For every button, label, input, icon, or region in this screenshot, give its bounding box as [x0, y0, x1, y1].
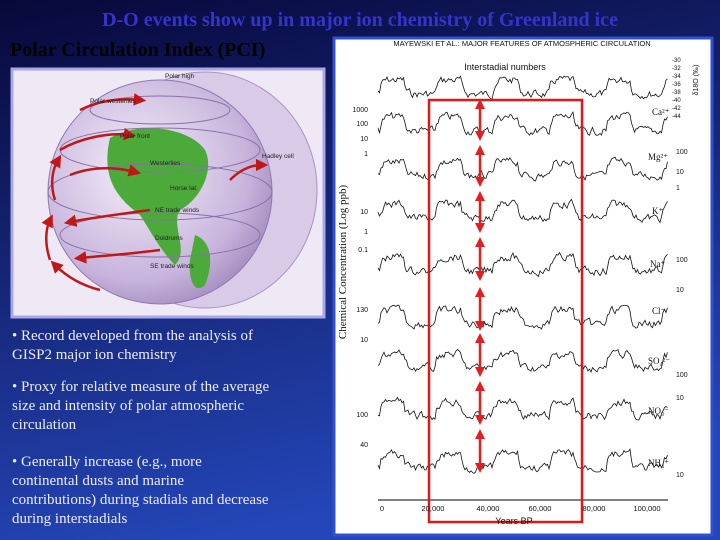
ion-label: SO₄²⁻	[648, 356, 670, 366]
globe-label: NE trade winds	[155, 207, 200, 214]
right-tick: 10	[676, 395, 684, 402]
left-tick: 1	[364, 151, 368, 158]
ion-label: Mg²⁺	[648, 152, 668, 162]
ion-label: K⁺	[652, 206, 663, 216]
curve	[377, 396, 668, 421]
subtitle: Polar Circulation Index (PCI)	[10, 39, 265, 61]
o18-label: δ18O (‰)	[693, 65, 700, 96]
title: D-O events show up in major ion chemistr…	[102, 9, 618, 31]
left-tick: 130	[356, 307, 368, 314]
o18-tick: -44	[672, 114, 681, 120]
highlight-box	[427, 98, 584, 524]
left-tick: 10	[360, 209, 368, 216]
globe-label: Polar westerlies	[90, 98, 137, 105]
bullet-line: continental dusts and marine	[12, 473, 184, 489]
ion-label: Ca²⁺	[652, 107, 670, 117]
interstadial-label: Interstadial numbers	[464, 62, 546, 72]
bullet-line: • Proxy for relative measure of the aver…	[12, 379, 270, 395]
globe-label: SE trade winds	[150, 263, 194, 270]
x-tick: 80,000	[583, 504, 606, 513]
curve	[377, 111, 668, 136]
globe-label: Hadley cell	[262, 153, 294, 160]
left-tick: 40	[360, 442, 368, 449]
x-tick: 20,000	[422, 504, 445, 513]
globe-label: Westerlies	[150, 160, 181, 167]
figure-panel	[332, 36, 714, 537]
proxy-curves	[377, 75, 668, 474]
right-tick: 10	[676, 287, 684, 294]
x-tick: 60,000	[529, 504, 552, 513]
figure-header: MAYEWSKI ET AL.: MAJOR FEATURES OF ATMOS…	[393, 39, 650, 48]
right-tick: 1	[676, 185, 680, 192]
o18-tick: -30	[672, 58, 681, 64]
ion-label: Na⁺	[650, 259, 665, 269]
globe-label: Polar high	[165, 73, 195, 80]
x-tick: 0	[380, 504, 384, 513]
globe-label: Doldrums	[155, 235, 184, 242]
o18-tick: -34	[672, 74, 681, 80]
globe-label: Horse lat.	[170, 185, 198, 192]
curve	[377, 348, 668, 374]
curve	[377, 156, 668, 182]
left-tick: 100	[356, 121, 368, 128]
o18-tick: -38	[672, 90, 681, 96]
o18-tick: -32	[672, 66, 681, 72]
left-tick: 10	[360, 337, 368, 344]
bullet-line: • Generally increase (e.g., more	[12, 454, 202, 470]
right-tick: 100	[676, 257, 688, 264]
x-axis-label: Years BP	[495, 516, 532, 526]
bullet-line: contributions) during stadials and decre…	[12, 492, 269, 508]
right-tick: 100	[676, 372, 688, 379]
bullet-line: circulation	[12, 417, 77, 433]
curve	[377, 75, 668, 100]
right-tick: 10	[676, 169, 684, 176]
left-tick: 10	[360, 136, 368, 143]
right-tick: 10	[676, 472, 684, 479]
left-tick: 1	[364, 229, 368, 236]
curve	[377, 251, 668, 278]
bullet-line: during interstadials	[12, 511, 128, 527]
x-tick: 100,000	[633, 504, 660, 513]
x-tick: 40,000	[477, 504, 500, 513]
o18-tick: -40	[672, 98, 681, 104]
ion-label: Cl⁻	[652, 306, 666, 316]
y-axis-label: Chemical Concentration (Log ppb)	[337, 185, 349, 340]
globe-image	[10, 67, 326, 319]
curve	[377, 198, 668, 224]
ion-label: NO₃⁻	[648, 406, 669, 416]
left-tick: 1000	[352, 107, 368, 114]
curve	[377, 304, 668, 330]
bullet-line: GISP2 major ion chemistry	[12, 347, 177, 363]
bullet-line: • Record developed from the analysis of	[12, 328, 253, 344]
left-tick: 0.1	[358, 247, 368, 254]
o18-tick: -42	[672, 106, 681, 112]
bullet-line: size and intensity of polar atmospheric	[12, 398, 244, 414]
left-tick: 100	[356, 412, 368, 419]
ion-label: NH₄⁺	[648, 458, 669, 468]
curve	[377, 448, 668, 474]
globe-label: Polar front	[120, 133, 150, 140]
o18-tick: -36	[672, 82, 681, 88]
right-tick: 100	[676, 149, 688, 156]
